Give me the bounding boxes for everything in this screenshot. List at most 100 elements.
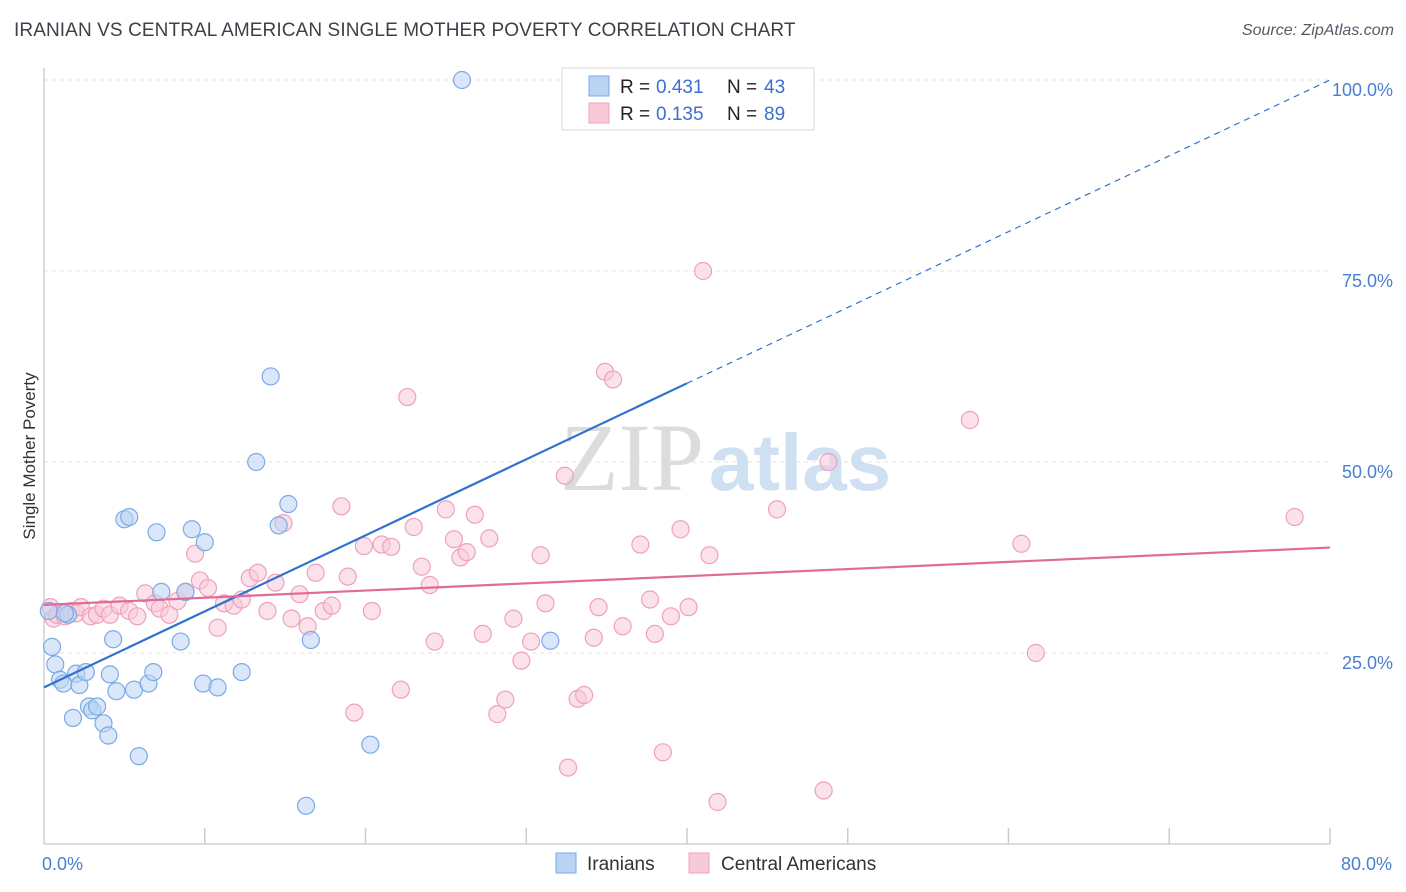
point-central-americans-78	[661, 607, 681, 626]
point-iranians-36	[279, 494, 298, 514]
point-central-americans-84	[767, 500, 787, 519]
point-central-americans-23	[208, 618, 227, 637]
point-iranians-38	[301, 630, 320, 650]
point-central-americans-57	[480, 529, 499, 548]
point-iranians-6	[63, 708, 83, 728]
point-central-americans-29	[258, 601, 277, 621]
point-central-americans-32	[282, 609, 301, 628]
point-central-americans-87	[960, 410, 980, 430]
trend-lines	[43, 79, 1331, 689]
point-iranians-12	[87, 697, 107, 716]
point-central-americans-44	[382, 537, 401, 556]
point-central-americans-22	[198, 578, 218, 598]
bottom-legend-swatch-central-americans	[688, 852, 710, 874]
point-central-americans-39	[338, 567, 357, 586]
point-iranians-1	[42, 637, 62, 656]
point-iranians-33	[247, 452, 266, 472]
point-iranians-37	[296, 796, 316, 815]
point-iranians-23	[144, 662, 163, 682]
x-tick-label-0: 0.0%	[42, 854, 83, 874]
y-tick-label-0: 25.0%	[1342, 653, 1393, 673]
point-central-americans-90	[1285, 507, 1304, 527]
bottom-legend-label-central-americans: Central Americans	[721, 854, 876, 875]
point-central-americans-82	[700, 546, 719, 565]
point-iranians-28	[182, 520, 201, 539]
point-central-americans-58	[488, 705, 507, 724]
point-central-americans-72	[603, 370, 623, 389]
point-iranians-40	[452, 70, 472, 90]
point-central-americans-35	[306, 563, 325, 582]
series-legend: Iranians Central Americans	[555, 852, 876, 875]
legend-n-value-0: 43	[764, 77, 785, 98]
point-central-americans-65	[555, 466, 574, 485]
point-central-americans-38	[332, 497, 351, 516]
point-central-americans-45	[391, 680, 410, 699]
bottom-legend-label-iranians: Iranians	[587, 854, 655, 875]
point-central-americans-54	[457, 543, 476, 562]
point-iranians-39	[361, 735, 380, 754]
point-central-americans-75	[640, 590, 660, 609]
point-iranians-9	[76, 662, 95, 682]
chart-title: IRANIAN VS CENTRAL AMERICAN SINGLE MOTHE…	[14, 20, 796, 41]
point-central-americans-73	[613, 617, 632, 636]
legend-r-value-1: 0.135	[656, 104, 704, 125]
point-iranians-27	[176, 582, 195, 601]
point-central-americans-41	[354, 536, 373, 556]
legend-r-label-1: R =	[620, 104, 650, 125]
point-central-americans-52	[444, 530, 464, 549]
point-iranians-24	[147, 523, 166, 542]
series-iranians-points	[39, 70, 560, 815]
point-central-americans-63	[531, 546, 550, 565]
trend-line-extension-iranians	[686, 79, 1331, 384]
point-iranians-30	[195, 533, 214, 552]
point-central-americans-88	[1012, 534, 1031, 553]
point-central-americans-79	[671, 520, 690, 539]
point-iranians-25	[152, 582, 171, 601]
point-central-americans-62	[521, 632, 541, 651]
point-central-americans-85	[814, 781, 833, 800]
legend-r-label-0: R =	[620, 77, 650, 98]
point-central-americans-56	[473, 624, 492, 644]
point-iranians-2	[46, 655, 65, 674]
series-central-americans-points	[41, 261, 1304, 812]
correlation-legend: R = 0.431 N = 43 R = 0.135 N = 89	[561, 67, 815, 131]
point-central-americans-51	[436, 500, 455, 519]
legend-swatch-central-americans	[588, 102, 610, 124]
point-iranians-14	[99, 726, 118, 745]
y-axis-label: Single Mother Poverty	[20, 372, 39, 540]
point-central-americans-80	[679, 598, 698, 617]
point-central-americans-59	[496, 690, 515, 709]
point-iranians-42	[55, 604, 74, 623]
gridlines	[44, 79, 1330, 654]
point-central-americans-48	[412, 557, 431, 576]
point-central-americans-66	[558, 758, 578, 777]
point-iranians-17	[107, 682, 126, 701]
bottom-legend-swatch-iranians	[555, 852, 577, 874]
point-central-americans-69	[584, 628, 603, 647]
trend-line-central-americans	[43, 546, 1331, 606]
watermark-zip: ZIP	[560, 404, 704, 511]
point-iranians-15	[100, 665, 120, 684]
source-label: Source: ZipAtlas.com	[1241, 22, 1394, 39]
point-central-americans-61	[512, 651, 531, 670]
y-tick-label-3: 100.0%	[1332, 80, 1393, 100]
x-tick-label-1: 80.0%	[1341, 854, 1392, 874]
y-tick-label-1: 50.0%	[1342, 462, 1393, 482]
x-ticks	[204, 828, 1331, 844]
point-central-americans-76	[645, 624, 664, 644]
point-iranians-34	[261, 367, 280, 386]
point-central-americans-60	[504, 609, 523, 628]
point-central-americans-70	[589, 598, 608, 617]
point-central-americans-49	[420, 575, 439, 595]
trend-line-iranians	[43, 382, 688, 689]
point-iranians-41	[541, 631, 560, 650]
point-central-americans-42	[362, 601, 382, 621]
point-central-americans-68	[575, 685, 594, 705]
point-central-americans-89	[1026, 643, 1045, 663]
legend-swatch-iranians	[588, 75, 610, 97]
point-central-americans-46	[398, 387, 417, 407]
point-iranians-16	[104, 630, 123, 649]
point-central-americans-86	[819, 452, 838, 472]
point-central-americans-47	[404, 517, 423, 537]
